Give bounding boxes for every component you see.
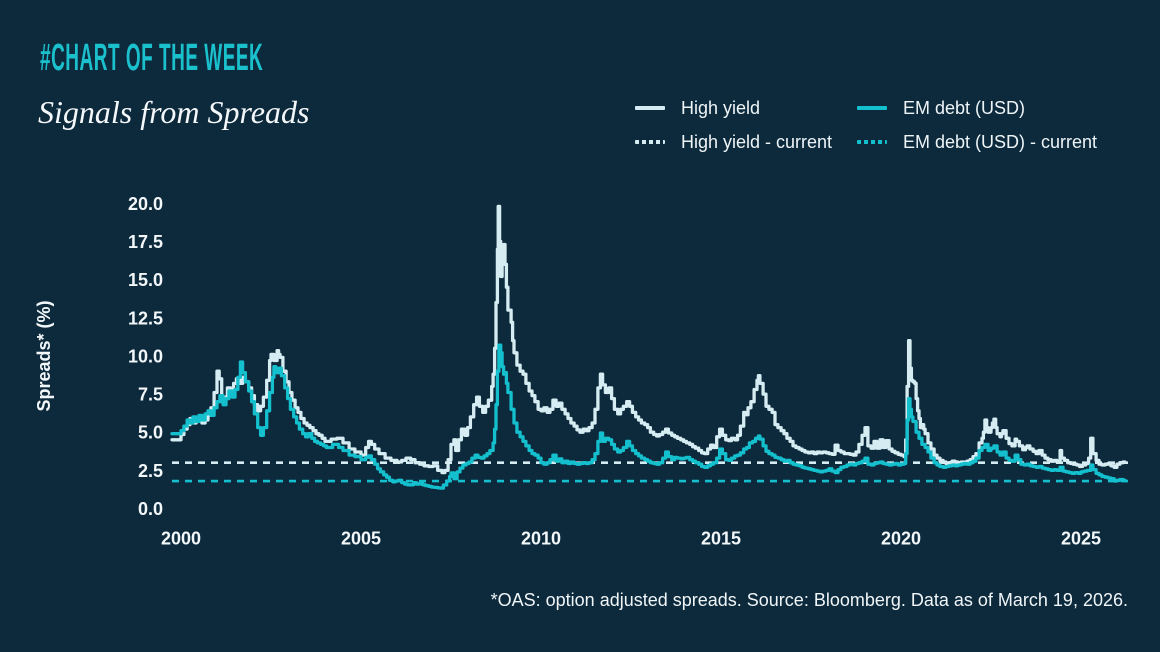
x-tick-label: 2010 <box>521 529 561 549</box>
kicker-title: #CHART OF THE WEEK <box>40 37 264 79</box>
em-debt-usd-swatch-icon <box>857 106 887 110</box>
legend-label: High yield <box>681 97 761 118</box>
y-tick-label: 10.0 <box>128 346 163 366</box>
high-yield-line <box>170 204 1127 475</box>
y-tick-label: 2.5 <box>138 461 163 481</box>
legend-label: High yield - current <box>681 131 833 152</box>
legend-item-high-yield-current: High yield - current <box>635 125 857 159</box>
x-tick-label: 2005 <box>341 529 381 549</box>
legend-item-em-debt-usd: EM debt (USD) <box>857 91 1097 125</box>
legend: High yield High yield - current EM debt (U… <box>635 91 1097 159</box>
footnote: *OAS: option adjusted spreads. Source: B… <box>490 590 1128 610</box>
y-tick-label: 15.0 <box>128 270 163 290</box>
legend-label: EM debt (USD) <box>903 97 1026 118</box>
y-tick-label: 0.0 <box>138 499 163 519</box>
x-tick-label: 2020 <box>881 529 921 549</box>
y-tick-label: 17.5 <box>128 232 163 252</box>
legend-item-high-yield: High yield <box>635 91 857 125</box>
em-debt-usd-line <box>170 343 1127 490</box>
page-title: Signals from Spreads <box>38 94 310 130</box>
x-tick-label: 2000 <box>161 529 201 549</box>
y-axis-title: Spreads* (%) <box>34 300 54 411</box>
y-tick-label: 5.0 <box>138 423 163 443</box>
legend-item-em-debt-usd-current: EM debt (USD) - current <box>857 125 1097 159</box>
high-yield-current-swatch-icon <box>635 140 665 144</box>
em-debt-usd-current-swatch-icon <box>857 140 887 144</box>
y-tick-label: 7.5 <box>138 385 163 405</box>
y-tick-label: 20.0 <box>128 194 163 214</box>
legend-label: EM debt (USD) - current <box>903 131 1098 152</box>
x-tick-label: 2015 <box>701 529 741 549</box>
high-yield-swatch-icon <box>635 106 665 110</box>
y-tick-label: 12.5 <box>128 308 163 328</box>
x-tick-label: 2025 <box>1061 529 1101 549</box>
